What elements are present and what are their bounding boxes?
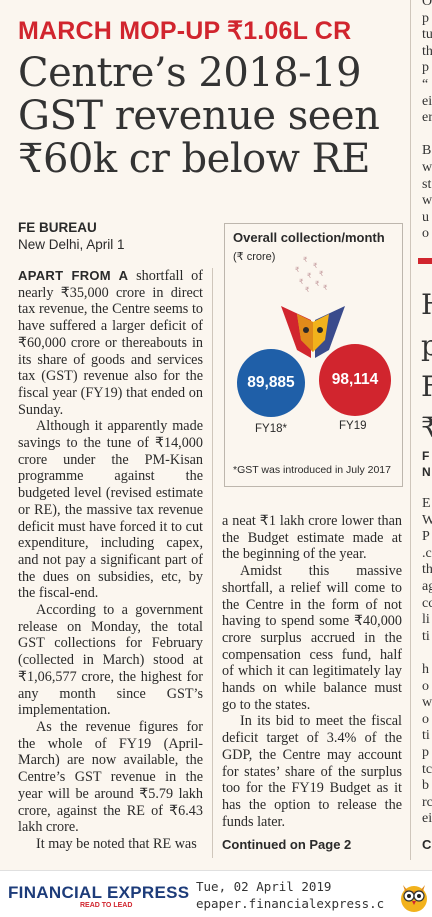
continued-line[interactable]: Continued on Page 2: [222, 837, 352, 852]
strip-line: tu: [422, 27, 432, 43]
chart-box: Overall collection/month (₹ crore) ₹ ₹ ₹ ₹…: [224, 223, 403, 487]
strip-line: st: [422, 176, 432, 192]
strip-line: rc: [422, 794, 432, 810]
svg-text:₹: ₹: [319, 270, 324, 278]
strip-line: p: [421, 329, 432, 362]
paragraph-text: shortfall of nearly ₹35,000 crore in dir…: [18, 268, 203, 418]
svg-text:₹: ₹: [295, 266, 300, 274]
strip-line: er: [422, 110, 432, 126]
svg-text:₹: ₹: [315, 280, 320, 288]
epaper-footer: FINANCIAL EXPRESS READ TO LEAD Tue, 02 A…: [0, 870, 432, 917]
strip-line: o: [422, 226, 429, 242]
paragraph: According to a government release on Mon…: [18, 602, 203, 719]
chart-category-label: FY19: [339, 420, 367, 432]
byline-dateline: New Delhi, April 1: [18, 237, 125, 252]
edition-date: Tue, 02 April 2019: [196, 879, 332, 894]
strip-line: tc: [422, 761, 432, 777]
column-divider: [410, 0, 411, 860]
epaper-url[interactable]: epaper.financialexpress.c: [196, 896, 385, 911]
strip-line: B: [422, 143, 432, 159]
strip-line: “: [422, 76, 429, 92]
strip-line: P: [422, 529, 430, 545]
strip-line: ti: [422, 628, 430, 644]
strip-line: o: [422, 711, 429, 727]
paragraph: a neat ₹1 lakh crore lower than the Budg…: [222, 513, 402, 563]
lead-in: APART FROM A: [18, 268, 129, 283]
strip-line: ag: [422, 578, 432, 594]
strip-line: ei: [422, 93, 432, 109]
paragraph: APART FROM A shortfall of nearly ₹35,000…: [18, 268, 203, 418]
strip-line: F: [422, 449, 430, 463]
owl-mascot-icon[interactable]: [398, 877, 430, 913]
article-column-2: a neat ₹1 lakh crore lower than the Budg…: [222, 513, 402, 830]
strip-line: E: [422, 496, 431, 511]
svg-text:₹: ₹: [313, 262, 318, 270]
article-column-1: APART FROM A shortfall of nearly ₹35,000…: [18, 268, 203, 853]
adjacent-continued: C: [422, 837, 432, 852]
svg-text:₹: ₹: [323, 284, 328, 292]
paragraph: Although it apparently made savings to t…: [18, 418, 203, 602]
svg-text:₹: ₹: [307, 272, 312, 280]
strip-line: .c: [422, 545, 432, 561]
strip-line: O: [422, 0, 432, 9]
strip-line: w: [422, 159, 432, 175]
strip-line: li: [422, 612, 430, 628]
headline: Centre’s 2018-19 GST revenue seen ₹60k c…: [18, 50, 380, 182]
paragraph: In its bid to meet the fiscal deficit ta…: [222, 713, 402, 830]
paragraph: It may be noted that RE was: [36, 835, 197, 852]
kicker: MARCH MOP-UP ₹1.06L CR: [18, 17, 352, 45]
strip-line: h: [422, 661, 429, 677]
strip-line: w: [422, 695, 432, 711]
strip-line: ei: [422, 811, 432, 827]
strip-line: F: [421, 370, 432, 403]
adjacent-rule: [418, 258, 432, 264]
byline-source: FE BUREAU: [18, 220, 97, 235]
gst-mascot-illustration: ₹₹₹ ₹₹₹ ₹ ₹₹: [281, 256, 345, 358]
strip-line: [422, 127, 432, 144]
strip-line: N: [422, 465, 431, 479]
chart-unit: (₹ crore): [233, 251, 276, 263]
svg-text:₹: ₹: [305, 286, 310, 294]
brand-tagline: READ TO LEAD: [80, 902, 133, 909]
strip-line: p: [422, 60, 429, 76]
brand-logo[interactable]: FINANCIAL EXPRESS: [8, 883, 190, 902]
strip-line: H: [421, 284, 432, 325]
strip-line: p: [422, 744, 429, 760]
chart-category-label: FY18*: [255, 423, 287, 435]
svg-text:₹: ₹: [303, 256, 308, 264]
strip-line: w: [422, 193, 432, 209]
strip-line: cc: [422, 595, 432, 611]
chart-bubble-fy18: 89,885: [236, 348, 306, 418]
adjacent-article-body: E W P .c th ag cc li ti h o w o ti p tc b rc ei: [422, 496, 432, 828]
adjacent-headline: HpF ₹: [421, 284, 432, 448]
strip-line: th: [422, 43, 432, 59]
strip-line: W: [422, 512, 432, 528]
strip-line: u: [422, 209, 429, 225]
chart-footnote: *GST was introduced in July 2017: [233, 464, 391, 476]
strip-line: b: [422, 778, 429, 794]
strip-line: ₹: [421, 411, 432, 444]
strip-line: ti: [422, 728, 430, 744]
column-divider: [212, 268, 213, 858]
strip-line: th: [422, 562, 432, 578]
svg-text:₹: ₹: [299, 278, 304, 286]
byline: FE BUREAU New Delhi, April 1: [18, 219, 125, 253]
strip-line: o: [422, 678, 429, 694]
strip-line: [422, 645, 432, 662]
chart-title: Overall collection/month: [233, 230, 385, 245]
strip-line: p: [422, 10, 429, 26]
chart-bubble-fy19: 98,114: [319, 344, 391, 416]
paragraph: Amidst this massive shortfall, a relief …: [222, 563, 402, 713]
paragraph: As the revenue figures for the whole of …: [18, 718, 203, 836]
